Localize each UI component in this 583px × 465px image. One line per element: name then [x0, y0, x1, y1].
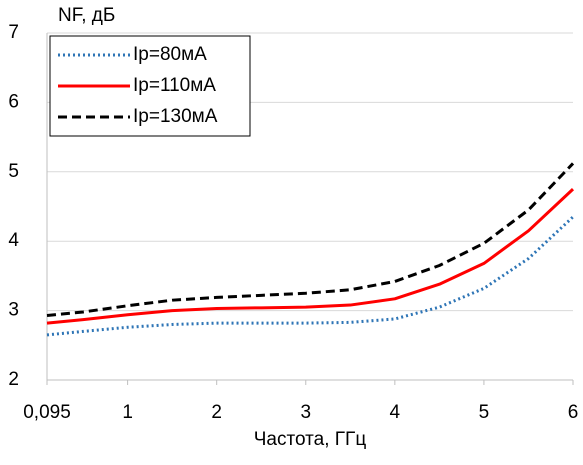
x-tick-label: 2	[211, 402, 222, 423]
x-tick-label: 1	[122, 402, 133, 423]
y-tick-label: 6	[8, 91, 19, 112]
y-tick-label: 5	[8, 161, 19, 182]
x-tick-label: 0,095	[23, 402, 71, 423]
x-tick-label: 4	[390, 402, 401, 423]
x-axis-title: Частота, ГГц	[254, 429, 367, 450]
x-tick-label: 3	[300, 402, 311, 423]
x-tick-label: 6	[568, 402, 579, 423]
y-tick-label: 2	[8, 369, 19, 390]
y-tick-label: 3	[8, 300, 19, 321]
legend-label: Ip=130мА	[133, 106, 218, 127]
x-tick-label: 5	[479, 402, 490, 423]
y-axis-title: NF, дБ	[58, 5, 115, 26]
legend: Ip=80мА Ip=110мА Ip=130мА	[49, 35, 251, 137]
legend-label: Ip=80мА	[133, 44, 207, 65]
y-tick-label: 7	[8, 22, 19, 43]
legend-label: Ip=110мА	[133, 75, 216, 96]
series-line	[46, 215, 575, 337]
series-line	[46, 188, 575, 325]
y-tick-label: 4	[8, 230, 19, 251]
series-line	[46, 162, 575, 317]
